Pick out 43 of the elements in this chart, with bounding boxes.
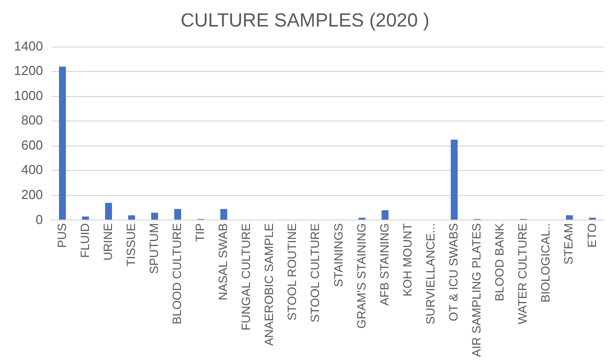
chart-title: CULTURE SAMPLES (2020 ) [180,10,430,32]
x-tick-label: KOH MOUNT [400,222,414,297]
x-tick-label: TISSUE [124,223,138,267]
x-tick-label: AIR SAMPLING PLATES [470,223,484,358]
x-tick-label: NASAL SWAB [216,223,230,300]
x-tick-label: WATER CULTURE [516,223,530,324]
bar [128,215,136,220]
bar [566,215,573,220]
x-tick-label: OT & ICU SWABS [446,223,461,322]
y-tick-label: 0 [36,212,43,227]
x-tick-label: BLOOD BANK [492,223,507,302]
x-tick-label: GRAM'S STAINING [354,223,368,329]
x-tick-label: BLOOD CULTURE [170,223,184,324]
bar [174,209,182,220]
y-tick-label: 1200 [14,63,43,78]
x-tick-label: ANAEROBIC SAMPLE [262,223,276,346]
x-tick-label: PUS [54,223,69,248]
x-tick-label: ETO [584,223,599,248]
x-tick-label: SPUTUM [146,223,161,274]
x-tick-label: TIP [193,223,208,242]
y-tick-label: 400 [21,162,43,178]
bar [58,66,66,220]
y-tick-label: 1000 [14,88,43,103]
x-tick-label: SURVIELLANCE... [423,223,438,324]
x-tick-label: STOOL ROUTINE [285,223,300,321]
x-tick-label: URINE [100,223,115,261]
bar [105,202,112,220]
bar [450,140,458,220]
x-tick-label: STOOL CULTURE [308,223,322,322]
x-tick-label: BIOLOGICAL.. [538,223,553,303]
x-tick-label: FLUID [78,222,92,258]
x-tick-label: FUNGAL CULTURE [239,223,254,331]
bar [82,216,89,220]
y-tick-label: 600 [21,137,43,152]
bar [151,212,158,220]
bar [220,209,228,220]
y-tick-label: 800 [21,112,43,128]
x-tick-label: STAININGS [331,223,346,287]
bar [382,210,389,220]
y-tick-label: 200 [21,186,43,202]
x-tick-label: AFB STAINING [377,223,392,306]
y-tick-label: 1400 [14,38,43,54]
x-tick-label: STEAM [562,223,576,265]
